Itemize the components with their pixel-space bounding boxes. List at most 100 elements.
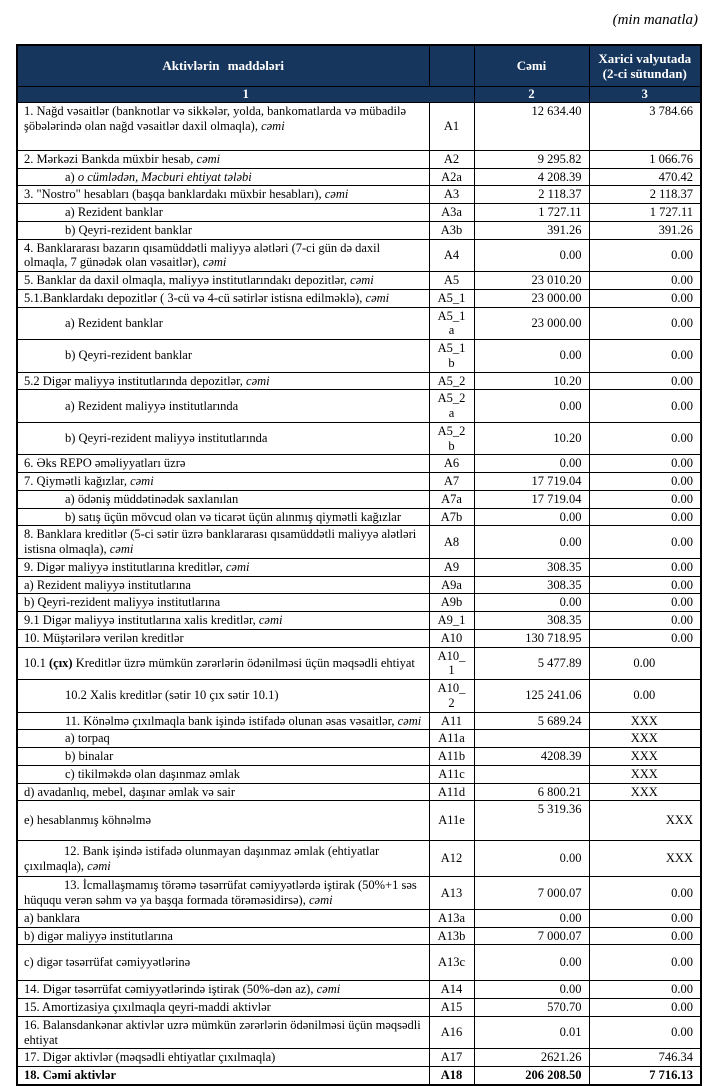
item-name: 16. Balansdankənar aktivlər uzrə mümkün … <box>16 1015 430 1050</box>
item-foreign: XXX <box>588 747 702 766</box>
item-name: 9. Digər maliyyə institutlarına kreditlə… <box>16 557 430 577</box>
table-row: c) tikilməkdə olan daşınmaz əmlak A11c X… <box>16 764 702 784</box>
item-total: 0.00 <box>473 525 590 559</box>
table-row: a) Rezident banklar A3a 1 727.11 1 727.1… <box>16 203 702 222</box>
item-name: 6. Əks REPO əməliyyatları üzrə <box>16 454 430 473</box>
item-name: d) avadanlıq, mebel, daşınar əmlak və sa… <box>16 782 430 802</box>
item-foreign: 0.00 <box>588 389 702 423</box>
table-row: 13. İcmallaşmamış törəmə təsərrüfat cəmi… <box>16 876 702 910</box>
item-total: 2621.26 <box>473 1048 590 1067</box>
item-total: 308.35 <box>473 557 590 577</box>
item-code: A11d <box>428 782 475 802</box>
item-name: b) satış üçün mövcud olan və ticarət üçü… <box>16 507 430 527</box>
item-code: A1 <box>428 101 475 151</box>
item-name: a) Rezident maliyyə institutlarına <box>16 575 430 595</box>
item-name: 10. Müştərilərə verilən kreditlər <box>16 628 430 648</box>
item-code: A3b <box>428 220 475 240</box>
item-code: A8 <box>428 525 475 559</box>
item-total: 0.00 <box>473 593 590 612</box>
item-foreign: 0.00 <box>588 371 702 391</box>
item-code: A17 <box>428 1048 475 1067</box>
item-total: 130 718.95 <box>473 628 590 648</box>
item-foreign: XXX <box>588 764 702 784</box>
item-total: 391.26 <box>473 220 590 240</box>
item-code: A12 <box>428 840 475 878</box>
item-name: 5.1.Banklardakı depozitlər ( 3-cü və 4-c… <box>16 288 430 308</box>
item-foreign: 0.00 <box>588 489 702 509</box>
item-name: a) ödəniş müddətinədək saxlanılan <box>16 489 430 509</box>
item-code: A3 <box>428 185 475 204</box>
item-name: b) digər maliyyə institutlarına <box>16 926 430 946</box>
item-total: 23 010.20 <box>473 271 590 290</box>
item-total: 4 208.39 <box>473 167 590 187</box>
item-foreign: 1 727.11 <box>588 203 702 222</box>
table-row: b) binalar A11b 4208.39 XXX <box>16 747 702 766</box>
unit-note: (min manatla) <box>612 12 698 28</box>
item-code: A15 <box>428 998 475 1017</box>
column-header-foreign: Xarici valyutada (2-ci sütundan) <box>588 44 702 87</box>
table-row: d) avadanlıq, mebel, daşınar əmlak və sa… <box>16 782 702 802</box>
item-foreign: 0.00 <box>588 980 702 999</box>
header-row-numbers: 1 2 3 <box>16 86 702 103</box>
table-row: 14. Digər təsərrüfat cəmiyyətlərində işt… <box>16 980 702 999</box>
item-total <box>473 764 590 784</box>
item-name: 10.1 (çıx) Kreditlər üzrə mümkün zərərlə… <box>16 646 430 680</box>
item-code: A7b <box>428 507 475 527</box>
table-row: 5.2 Digər maliyyə institutlarında depozi… <box>16 371 702 391</box>
item-total: 9 295.82 <box>473 149 590 169</box>
item-name: 12. Bank işində istifadə olunmayan daşın… <box>16 840 430 878</box>
item-name: 11. Könəlmə çıxılmaqla bank işində istif… <box>16 711 430 731</box>
item-name: 13. İcmallaşmamış törəmə təsərrüfat cəmi… <box>16 876 430 910</box>
item-total: 0.00 <box>473 840 590 878</box>
table-row: e) hesablanmış köhnəlmə A11e 5 319.36 XX… <box>16 800 702 842</box>
item-total: 0.00 <box>473 389 590 423</box>
item-name: b) Qeyri-rezident maliyyə institutlarınd… <box>16 421 430 456</box>
item-code: A10_2 <box>428 679 475 713</box>
item-total: 1 727.11 <box>473 203 590 222</box>
item-code: A14 <box>428 980 475 999</box>
table-row: 6. Əks REPO əməliyyatları üzrə A6 0.00 0… <box>16 454 702 473</box>
item-total: 5 319.36 <box>473 800 590 842</box>
item-name: 14. Digər təsərrüfat cəmiyyətlərində işt… <box>16 980 430 999</box>
item-name: 2. Mərkəzi Bankda müxbir hesab, cəmi <box>16 149 430 169</box>
item-foreign: 391.26 <box>588 220 702 240</box>
item-code: A9_1 <box>428 611 475 630</box>
item-name: 4. Banklararası bazarın qısamüddətli mal… <box>16 238 430 272</box>
item-total: 0.01 <box>473 1015 590 1050</box>
table-row: b) Qeyri-rezident banklar A3b 391.26 391… <box>16 220 702 240</box>
item-name: 5. Banklar da daxil olmaqla, maliyyə ins… <box>16 271 430 290</box>
item-name: 5.2 Digər maliyyə institutlarında depozi… <box>16 371 430 391</box>
item-name: a) Rezident banklar <box>16 306 430 340</box>
item-total: 2 118.37 <box>473 185 590 204</box>
item-code: A5_2 <box>428 371 475 391</box>
table-row: 3. "Nostro" hesabları (başqa banklardakı… <box>16 185 702 204</box>
column-header-total: Cəmi <box>473 44 590 87</box>
table-row: 16. Balansdankənar aktivlər uzrə mümkün … <box>16 1015 702 1050</box>
item-name: b) binalar <box>16 747 430 766</box>
table-row: 7. Qiymətli kağızlar, cəmi A7 17 719.04 … <box>16 472 702 491</box>
item-code: A4 <box>428 238 475 272</box>
item-name: c) tikilməkdə olan daşınmaz əmlak <box>16 764 430 784</box>
table-row: b) Qeyri-rezident maliyyə institutlarınd… <box>16 421 702 456</box>
item-total: 7 000.07 <box>473 876 590 910</box>
item-code: A11b <box>428 747 475 766</box>
item-foreign: 0.00 <box>588 507 702 527</box>
item-foreign: XXX <box>588 840 702 878</box>
item-total: 0.00 <box>473 339 590 373</box>
item-name: 10.2 Xalis kreditlər (sətir 10 çıx sətir… <box>16 679 430 713</box>
item-foreign: 0.00 <box>588 646 702 680</box>
item-total: 308.35 <box>473 575 590 595</box>
column-number-3: 3 <box>588 86 702 103</box>
column-header-items: Aktivlərin maddələri <box>16 44 430 87</box>
table-row: a) Rezident banklar A5_1a 23 000.00 0.00 <box>16 306 702 340</box>
table-row: 10.1 (çıx) Kreditlər üzrə mümkün zərərlə… <box>16 646 702 680</box>
item-name: a) Rezident maliyyə institutlarında <box>16 389 430 423</box>
item-foreign: 0.00 <box>588 876 702 910</box>
column-header-code <box>428 44 475 87</box>
item-code: A18 <box>428 1065 475 1086</box>
item-foreign: 2 118.37 <box>588 185 702 204</box>
item-code: A11 <box>428 711 475 731</box>
item-foreign: 0.00 <box>588 238 702 272</box>
item-total: 570.70 <box>473 998 590 1017</box>
item-total: 125 241.06 <box>473 679 590 713</box>
